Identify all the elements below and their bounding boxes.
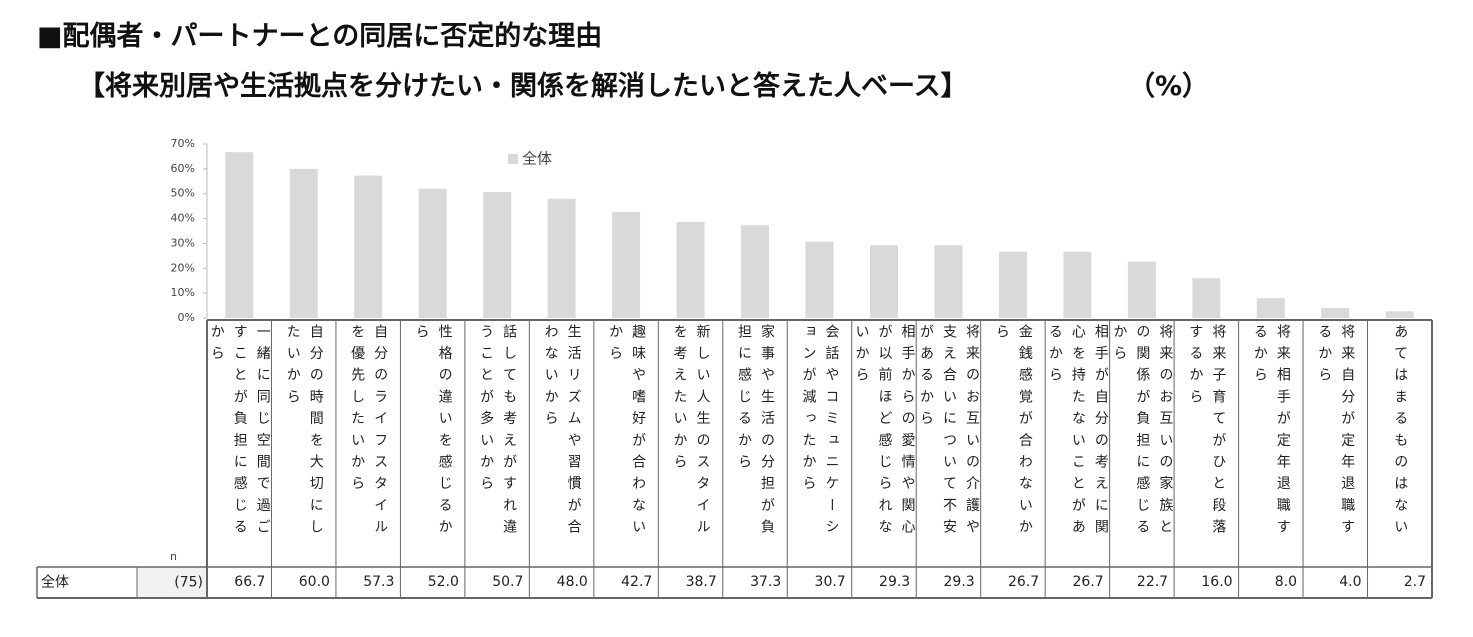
category-cell: 性格の違いを感じるから [400, 320, 464, 567]
category-cell: 新しい人生のスタイルを考えたいから [658, 320, 722, 567]
y-tick-label: 60% [171, 162, 195, 175]
bar [934, 245, 963, 318]
value-cell: 29.3 [943, 574, 975, 590]
y-tick-label: 70% [171, 137, 195, 150]
category-label: 新しい人生のスタイルを考えたいから [671, 324, 711, 541]
bar [1063, 251, 1092, 318]
value-cell: 50.7 [492, 574, 524, 590]
bar [354, 175, 383, 318]
bar [547, 198, 576, 318]
category-cell: あてはまるものはない [1368, 320, 1432, 567]
bar [225, 152, 254, 318]
unit: （%） [1128, 71, 1210, 102]
category-cell: 将来子育てがひと段落するから [1174, 320, 1238, 567]
category-cell: 家事や生活の分担が負担に感じるから [723, 320, 787, 567]
category-label: 一緒に同じ空間で過ごすことが負担に感じるから [208, 324, 271, 541]
category-cell: 会話やコミュニケーションが減ったから [787, 320, 851, 567]
category-label: 性格の違いを感じるから [413, 324, 453, 541]
title: ■配偶者・パートナーとの同居に否定的な理由 [37, 21, 603, 52]
n-cell-bg [137, 567, 207, 598]
category-cell: 相手からの愛情や関心が以前ほど感じられないから [852, 320, 916, 567]
bar [289, 168, 318, 318]
value-cell: 30.7 [814, 574, 846, 590]
category-cell: 生活リズムや習慣が合わないから [529, 320, 593, 567]
category-label: あてはまるものはない [1392, 324, 1409, 541]
category-label: 話しても考えがすれ違うことが多いから [478, 324, 518, 541]
category-label: 将来自分が定年退職するから [1316, 324, 1356, 541]
category-label: 将来のお互いの介護や支え合いについて不安があるから [917, 324, 980, 541]
value-cell: 37.3 [750, 574, 782, 590]
category-cell: 将来自分が定年退職するから [1303, 320, 1367, 567]
category-label: 将来相手が定年退職するから [1251, 324, 1291, 541]
value-cell: 48.0 [556, 574, 588, 590]
bar [676, 221, 705, 318]
bar [418, 188, 447, 318]
category-label: 相手が自分の考えに関心を持たないことがあるから [1046, 324, 1109, 541]
value-cell: 26.7 [1072, 574, 1104, 590]
category-label: 金銭感覚が合わないから [993, 324, 1033, 541]
bar [805, 241, 834, 318]
value-cell: 66.7 [234, 574, 266, 590]
category-cell: 将来のお互いの介護や支え合いについて不安があるから [916, 320, 980, 567]
y-tick-label: 10% [171, 286, 195, 299]
row-label: 全体 [41, 574, 69, 591]
y-tick-label: 30% [171, 236, 195, 249]
value-cell: 26.7 [1007, 574, 1040, 590]
category-cell: 将来相手が定年退職するから [1239, 320, 1303, 567]
value-cell: 22.7 [1136, 574, 1169, 590]
subtitle: 【将来別居や生活拠点を分けたい・関係を解消したいと答えた人ベース】 [78, 71, 968, 102]
value-cell: 4.0 [1339, 574, 1362, 590]
value-cell: 60.0 [298, 574, 330, 590]
bar [612, 211, 641, 318]
y-tick-label: 50% [171, 187, 195, 200]
category-label: 自分のライフスタイルを優先したいから [349, 324, 389, 541]
value-cell: 42.7 [621, 574, 653, 590]
legend-label: 全体 [522, 150, 552, 168]
legend-swatch [508, 154, 518, 164]
y-tick-label: 0% [178, 311, 195, 324]
y-tick-label: 20% [171, 261, 195, 274]
category-cell: 自分の時間を大切にしたいから [271, 320, 335, 567]
bar [1127, 261, 1156, 318]
category-cell: 趣味や嗜好が合わないから [594, 320, 658, 567]
category-label: 趣味や嗜好が合わないから [607, 324, 647, 541]
bar [1192, 278, 1221, 318]
bar [1256, 298, 1285, 318]
value-cell: 52.0 [427, 574, 459, 590]
bar [741, 225, 770, 318]
category-label: 相手からの愛情や関心が以前ほど感じられないから [853, 324, 916, 541]
n-label: n [170, 550, 177, 563]
bar [1385, 311, 1414, 318]
category-cell: 相手が自分の考えに関心を持たないことがあるから [1045, 320, 1109, 567]
bar [483, 191, 512, 318]
category-cell: 自分のライフスタイルを優先したいから [336, 320, 400, 567]
y-tick-label: 40% [171, 212, 195, 225]
category-label: 家事や生活の分担が負担に感じるから [736, 324, 776, 541]
category-cell: 話しても考えがすれ違うことが多いから [465, 320, 529, 567]
category-cell: 一緒に同じ空間で過ごすことが負担に感じるから [207, 320, 271, 567]
category-label: 会話やコミュニケーションが減ったから [800, 324, 840, 541]
category-cell: 金銭感覚が合わないから [981, 320, 1045, 567]
n-value: (75) [174, 575, 203, 591]
value-cell: 16.0 [1201, 574, 1233, 590]
category-label: 将来のお互いの家族との関係が負担に感じるから [1111, 324, 1174, 541]
value-cell: 38.7 [685, 574, 717, 590]
category-label: 生活リズムや習慣が合わないから [542, 324, 582, 541]
category-label: 自分の時間を大切にしたいから [284, 324, 324, 541]
value-cell: 57.3 [363, 574, 395, 590]
value-cell: 2.7 [1403, 574, 1426, 590]
value-cell: 8.0 [1274, 574, 1298, 590]
bar [869, 245, 898, 318]
bar [1321, 308, 1350, 318]
value-cell: 29.3 [879, 574, 911, 590]
category-cell: 将来のお互いの家族との関係が負担に感じるから [1110, 320, 1174, 567]
bar [998, 251, 1027, 318]
category-label: 将来子育てがひと段落するから [1187, 324, 1227, 541]
